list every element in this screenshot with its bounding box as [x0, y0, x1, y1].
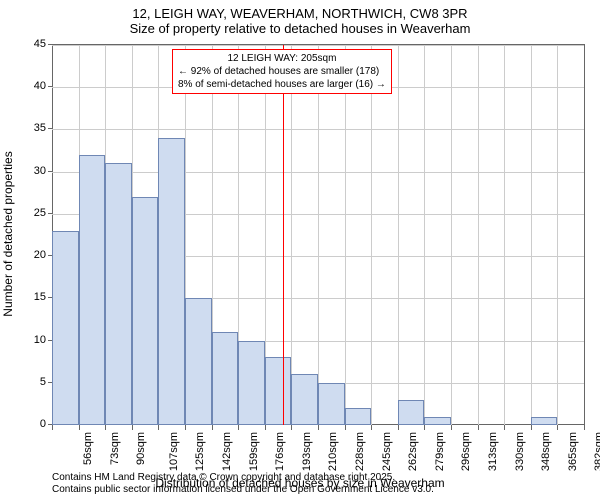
histogram-bar — [238, 341, 265, 425]
chart-container: 12, LEIGH WAY, WEAVERHAM, NORTHWICH, CW8… — [0, 0, 600, 500]
annotation-line3: 8% of semi-detached houses are larger (1… — [178, 78, 386, 91]
gridline-v — [478, 45, 479, 425]
x-tick-label: 210sqm — [328, 432, 340, 471]
x-tick-label: 348sqm — [540, 432, 552, 471]
gridline-v — [371, 45, 372, 425]
x-tick — [291, 425, 292, 430]
x-tick — [158, 425, 159, 430]
gridline-v — [557, 45, 558, 425]
x-tick-label: 382sqm — [594, 432, 600, 471]
x-tick-label: 228sqm — [354, 432, 366, 471]
x-tick — [557, 425, 558, 430]
histogram-bar — [265, 357, 292, 425]
x-tick-label: 56sqm — [82, 432, 94, 465]
gridline-v — [504, 45, 505, 425]
histogram-bar — [424, 417, 451, 425]
histogram-bar — [185, 298, 212, 425]
x-tick-label: 313sqm — [487, 432, 499, 471]
annotation-box: 12 LEIGH WAY: 205sqm← 92% of detached ho… — [172, 49, 392, 94]
x-tick-label: 193sqm — [301, 432, 313, 471]
x-tick-label: 125sqm — [195, 432, 207, 471]
y-tick-label: 25 — [0, 207, 46, 219]
x-tick — [265, 425, 266, 430]
x-tick — [79, 425, 80, 430]
histogram-bar — [291, 374, 318, 425]
chart-title-line1: 12, LEIGH WAY, WEAVERHAM, NORTHWICH, CW8… — [0, 0, 600, 21]
y-tick-label: 0 — [0, 418, 46, 430]
x-tick — [212, 425, 213, 430]
y-tick-label: 45 — [0, 38, 46, 50]
y-tick — [48, 424, 52, 425]
y-tick — [48, 171, 52, 172]
y-tick — [48, 382, 52, 383]
x-tick-label: 365sqm — [567, 432, 579, 471]
attribution-line2: Contains public sector information licen… — [52, 484, 434, 496]
x-tick — [504, 425, 505, 430]
gridline-v — [531, 45, 532, 425]
histogram-bar — [531, 417, 558, 425]
histogram-bar — [52, 231, 79, 425]
y-tick — [48, 297, 52, 298]
gridline-v — [345, 45, 346, 425]
histogram-bar — [212, 332, 239, 425]
y-tick-label: 10 — [0, 334, 46, 346]
x-tick-label: 159sqm — [248, 432, 260, 471]
x-tick-label: 176sqm — [274, 432, 286, 471]
x-tick — [238, 425, 239, 430]
y-tick — [48, 255, 52, 256]
gridline-v — [424, 45, 425, 425]
x-tick — [451, 425, 452, 430]
x-tick-label: 262sqm — [407, 432, 419, 471]
plot-area: 12 LEIGH WAY: 205sqm← 92% of detached ho… — [52, 44, 585, 425]
y-tick-label: 40 — [0, 80, 46, 92]
histogram-bar — [345, 408, 372, 425]
gridline-v — [398, 45, 399, 425]
y-tick-label: 20 — [0, 249, 46, 261]
x-tick — [52, 425, 53, 430]
histogram-bar — [318, 383, 345, 425]
x-tick-label: 90sqm — [135, 432, 147, 465]
attribution: Contains HM Land Registry data © Crown c… — [52, 472, 434, 496]
x-tick-label: 73sqm — [109, 432, 121, 465]
x-tick-label: 142sqm — [221, 432, 233, 471]
x-tick — [584, 425, 585, 430]
x-tick — [371, 425, 372, 430]
y-tick-label: 5 — [0, 376, 46, 388]
y-tick — [48, 128, 52, 129]
x-tick — [531, 425, 532, 430]
x-tick-label: 245sqm — [381, 432, 393, 471]
y-tick-label: 35 — [0, 122, 46, 134]
x-tick-label: 296sqm — [461, 432, 473, 471]
chart-title-line2: Size of property relative to detached ho… — [0, 21, 600, 36]
y-tick — [48, 213, 52, 214]
y-tick-label: 30 — [0, 165, 46, 177]
x-tick — [398, 425, 399, 430]
x-tick-label: 330sqm — [514, 432, 526, 471]
x-tick — [318, 425, 319, 430]
gridline-v — [451, 45, 452, 425]
x-tick-label: 107sqm — [168, 432, 180, 471]
x-tick — [345, 425, 346, 430]
annotation-line1: 12 LEIGH WAY: 205sqm — [178, 52, 386, 65]
x-tick — [185, 425, 186, 430]
histogram-bar — [79, 155, 106, 425]
x-tick — [478, 425, 479, 430]
y-tick — [48, 86, 52, 87]
x-tick — [424, 425, 425, 430]
x-tick-label: 279sqm — [434, 432, 446, 471]
gridline-v — [318, 45, 319, 425]
histogram-bar — [158, 138, 185, 425]
attribution-line1: Contains HM Land Registry data © Crown c… — [52, 472, 434, 484]
x-tick — [105, 425, 106, 430]
annotation-line2: ← 92% of detached houses are smaller (17… — [178, 65, 386, 78]
y-tick — [48, 340, 52, 341]
histogram-bar — [105, 163, 132, 425]
histogram-bar — [132, 197, 159, 425]
histogram-bar — [398, 400, 425, 425]
y-tick-label: 15 — [0, 291, 46, 303]
gridline-v — [291, 45, 292, 425]
y-tick — [48, 44, 52, 45]
indicator-line — [283, 45, 284, 425]
x-tick — [132, 425, 133, 430]
